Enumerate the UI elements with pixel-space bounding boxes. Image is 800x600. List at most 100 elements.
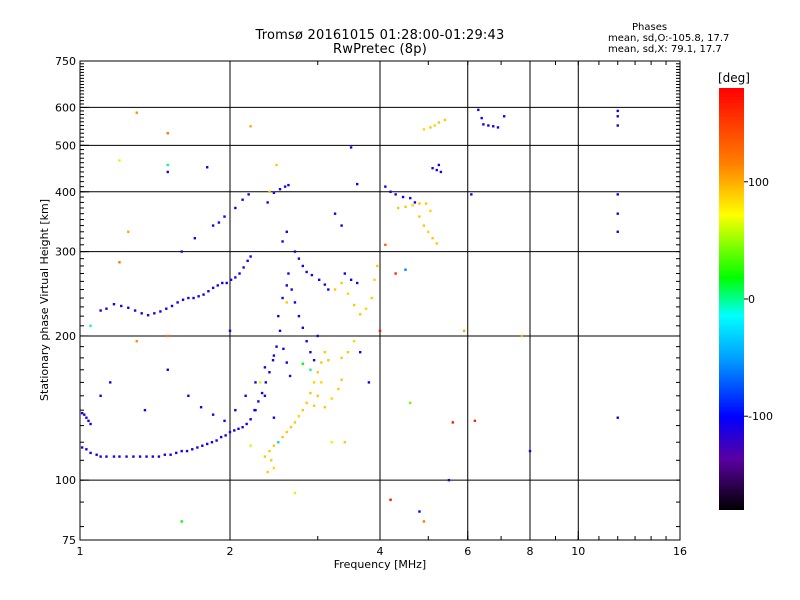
data-point-94 <box>238 272 241 275</box>
data-point-58 <box>309 350 312 354</box>
data-point-229 <box>384 243 387 246</box>
colorbar-label: [deg] <box>718 71 750 85</box>
axis-ticks: 1 2 4 6 8 10 16 75 100 200 300 400 500 600 750 <box>55 55 687 558</box>
grid-lines <box>80 61 680 540</box>
data-point-113 <box>349 278 353 281</box>
data-point-12 <box>118 455 121 458</box>
data-point-97 <box>249 255 252 258</box>
data-point-207 <box>205 166 209 169</box>
data-point-155 <box>346 292 350 295</box>
y-tick-label-1: 100 <box>55 474 76 487</box>
data-point-194 <box>487 124 490 127</box>
x-tick-label-6: 16 <box>673 545 687 558</box>
data-point-235 <box>422 520 426 523</box>
stats-x-line: mean, sd,X: 79.1, 17.7 <box>608 44 722 56</box>
data-point-11 <box>112 455 116 458</box>
data-point-212 <box>166 132 169 135</box>
y-tick-label-3: 300 <box>55 246 76 259</box>
data-point-152 <box>270 459 273 462</box>
data-point-31 <box>224 434 227 437</box>
data-point-232 <box>409 401 412 405</box>
data-point-172 <box>413 201 417 204</box>
data-point-32 <box>228 430 232 434</box>
data-point-50 <box>281 296 284 300</box>
data-point-25 <box>196 446 199 449</box>
data-point-178 <box>404 205 407 209</box>
data-point-118 <box>217 221 221 224</box>
data-point-79 <box>165 307 168 310</box>
data-point-42 <box>268 371 271 374</box>
data-point-173 <box>431 166 434 170</box>
data-point-239 <box>473 419 477 423</box>
y-tick-label-4: 400 <box>55 186 76 199</box>
data-point-166 <box>340 356 343 360</box>
data-point-21 <box>175 451 178 455</box>
data-point-201 <box>616 115 619 118</box>
stats-o-line: mean, sd,O:-105.8, 17.7 <box>608 33 729 45</box>
data-point-98 <box>266 201 269 204</box>
data-point-48 <box>288 374 292 378</box>
data-point-37 <box>249 418 252 421</box>
data-point-200 <box>616 109 619 113</box>
data-point-61 <box>199 406 203 409</box>
data-point-67 <box>263 366 267 369</box>
data-point-167 <box>384 185 387 188</box>
data-point-47 <box>285 361 288 364</box>
data-point-234 <box>418 510 421 513</box>
data-point-217 <box>135 340 138 343</box>
data-point-149 <box>340 378 343 381</box>
data-point-248 <box>343 441 347 444</box>
data-point-216 <box>118 261 121 264</box>
data-point-100 <box>278 187 282 191</box>
stats-o-label: mean, sd,O: <box>608 33 669 44</box>
data-point-62 <box>211 413 215 416</box>
data-point-68 <box>272 354 276 357</box>
data-point-9 <box>99 455 102 458</box>
data-point-35 <box>241 425 244 429</box>
data-point-5 <box>80 446 84 449</box>
data-point-192 <box>422 128 426 131</box>
data-point-57 <box>305 340 308 343</box>
colorbar-ticks: 100 0 -100 <box>744 176 773 423</box>
data-point-190 <box>437 121 441 124</box>
data-point-204 <box>616 212 619 215</box>
data-point-151 <box>272 466 276 470</box>
data-point-243 <box>180 520 183 523</box>
data-point-227 <box>277 441 280 444</box>
data-point-160 <box>376 264 379 268</box>
data-point-146 <box>323 406 327 409</box>
data-point-213 <box>249 125 252 128</box>
data-point-230 <box>394 272 397 275</box>
data-point-210 <box>118 159 121 162</box>
data-point-181 <box>424 202 428 205</box>
data-point-13 <box>125 455 128 458</box>
data-point-174 <box>435 168 438 172</box>
data-point-205 <box>616 230 619 233</box>
data-point-143 <box>320 381 323 384</box>
data-point-136 <box>305 401 308 405</box>
data-point-165 <box>346 350 350 354</box>
data-point-80 <box>170 304 174 308</box>
data-point-154 <box>340 281 343 285</box>
data-point-24 <box>191 448 194 451</box>
data-point-133 <box>293 421 297 424</box>
data-point-222 <box>166 334 169 338</box>
data-point-137 <box>309 391 312 395</box>
data-point-72 <box>120 304 123 308</box>
data-point-135 <box>301 408 305 412</box>
data-point-54 <box>293 301 297 304</box>
data-point-107 <box>310 273 314 277</box>
stats-title: Phases <box>632 22 668 33</box>
data-point-206 <box>616 416 619 419</box>
data-point-197 <box>480 116 483 120</box>
colorbar-tick-label-2: -100 <box>748 410 773 423</box>
data-point-88 <box>211 286 215 290</box>
data-point-163 <box>275 163 278 167</box>
data-point-256 <box>272 416 276 419</box>
data-point-93 <box>234 276 237 279</box>
data-point-22 <box>180 449 183 453</box>
data-point-164 <box>352 340 356 343</box>
data-point-81 <box>176 301 179 304</box>
data-point-179 <box>411 203 414 207</box>
